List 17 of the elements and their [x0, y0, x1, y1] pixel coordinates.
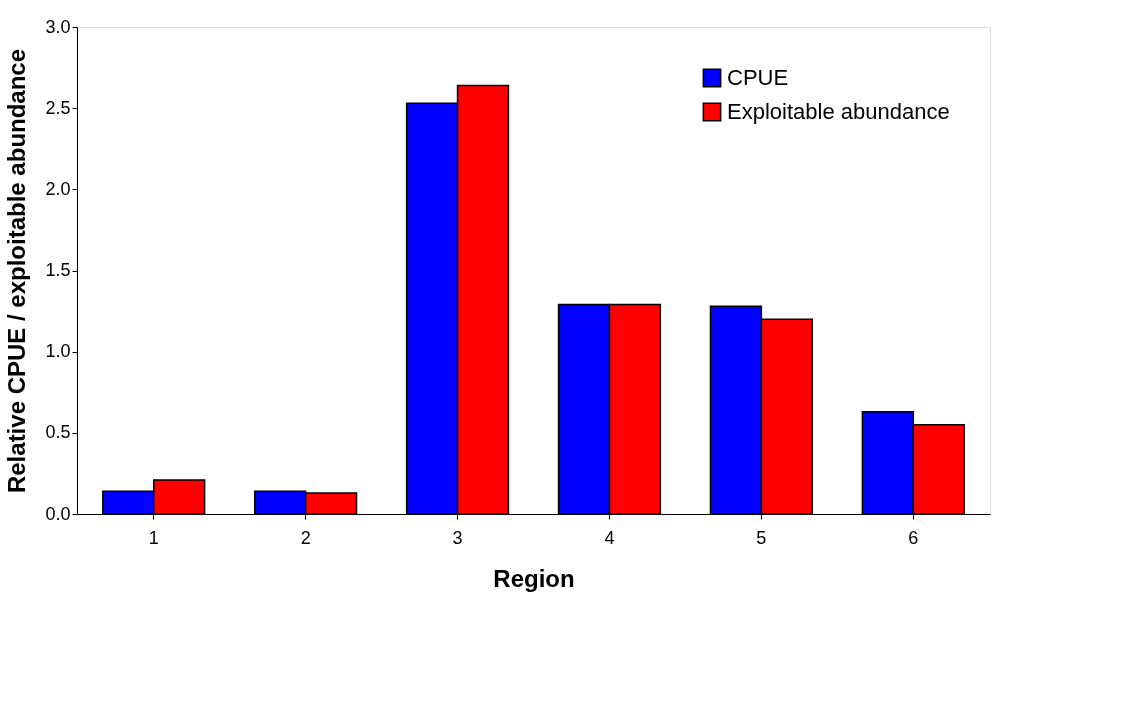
y-tick-label: 0.0: [45, 503, 71, 524]
x-axis-title: Region: [493, 564, 575, 592]
x-tick-label: 1: [148, 527, 159, 548]
y-tick-label: 1.5: [45, 260, 71, 280]
x-tick-label: 6: [908, 527, 919, 548]
x-tick-label: 2: [300, 527, 311, 548]
x-tick-label: 3: [452, 527, 463, 548]
y-tick-label: 2.5: [45, 97, 71, 118]
legend-label: CPUE: [727, 65, 789, 90]
y-tick-label: 0.5: [45, 422, 71, 443]
y-tick-label: 1.0: [45, 341, 71, 362]
y-tick-label: 2.0: [45, 178, 71, 199]
x-tick-label: 5: [756, 527, 767, 548]
y-axis-title: Relative CPUE / exploitable abundance: [3, 48, 31, 494]
legend-label: Exploitable abundance: [727, 99, 950, 124]
x-tick-label: 4: [604, 527, 615, 548]
y-tick-label: 3.0: [45, 16, 71, 37]
